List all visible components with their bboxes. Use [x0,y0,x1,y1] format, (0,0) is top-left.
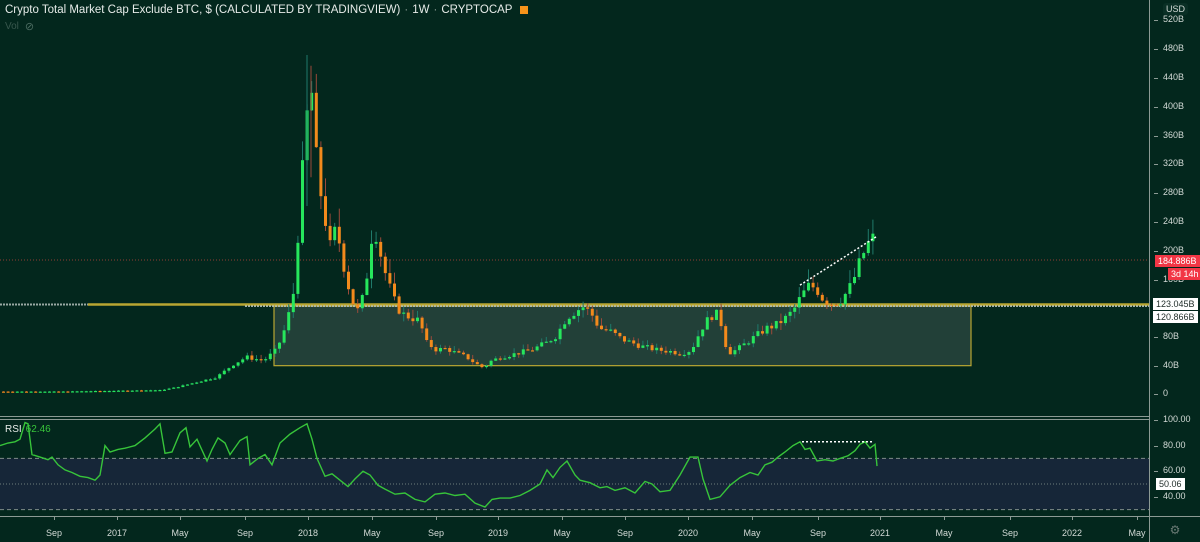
volume-legend[interactable]: Vol ⊘ [5,20,34,33]
candlestick-chart[interactable] [0,0,1149,416]
rsi-chart[interactable] [0,420,1149,516]
price-tick: 520B [1153,14,1185,24]
time-tick [117,517,118,520]
time-tick [752,517,753,520]
time-tick [562,517,563,520]
time-label: Sep [427,528,445,538]
rsi-value: 62.46 [25,424,51,435]
time-label: May [171,528,189,538]
gear-icon[interactable]: ⚙ [1149,516,1200,542]
symbol-description: Crypto Total Market Cap Exclude BTC, $ (… [5,4,401,16]
time-tick [1072,517,1073,520]
time-tick [308,517,309,520]
price-tick: 240B [1153,216,1185,226]
time-tick [1137,517,1138,520]
time-label: 2017 [106,528,128,538]
time-label: May [1128,528,1146,538]
time-label: Sep [616,528,634,538]
time-tick [436,517,437,520]
price-tick: 400B [1153,101,1185,111]
eye-crossed-icon[interactable]: ⊘ [24,21,35,33]
price-tick: 320B [1153,158,1185,168]
time-label: May [743,528,761,538]
rsi-tick: 60.00 [1154,465,1186,476]
currency-label[interactable]: USD [1163,3,1189,15]
time-tick [180,517,181,520]
time-tick [498,517,499,520]
price-tick: 480B [1153,43,1185,53]
time-label: 2018 [297,528,319,538]
flag-icon[interactable] [520,6,529,14]
time-tick [944,517,945,520]
time-label: Sep [45,528,63,538]
time-axis[interactable] [0,516,1149,542]
time-tick [688,517,689,520]
time-label: Sep [1001,528,1019,538]
exchange-label: CRYPTOCAP [441,4,513,16]
price-tick: 280B [1153,187,1185,197]
rsi-pane[interactable] [0,420,1149,516]
rsi-tick: 40.00 [1154,490,1186,501]
time-label: 2022 [1061,528,1083,538]
time-label: 2019 [487,528,509,538]
time-label: May [553,528,571,538]
rsi-name: RSI [5,424,22,435]
time-tick [1010,517,1011,520]
rsi-current-badge: 50.06 [1156,477,1185,490]
time-tick [818,517,819,520]
time-label: Sep [236,528,254,538]
volume-label: Vol [5,21,19,32]
price-tick: 0 [1153,388,1169,398]
time-tick [245,517,246,520]
rsi-tick: 80.00 [1154,439,1186,450]
interval-label[interactable]: 1W [412,4,430,16]
rsi-tick: 100.00 [1154,414,1191,424]
box-top-level-badge: 120.866B [1153,311,1198,323]
price-tick: 200B [1153,245,1185,255]
time-tick [54,517,55,520]
rsi-legend[interactable]: RSI 62.46 [5,424,51,435]
price-pane[interactable] [0,0,1149,416]
time-label: May [935,528,953,538]
time-tick [880,517,881,520]
chart-title: Crypto Total Market Cap Exclude BTC, $ (… [5,4,529,16]
bar-countdown-badge: 3d 14h [1168,268,1200,280]
price-tick: 40B [1153,360,1180,370]
time-label: Sep [809,528,827,538]
pane-separator[interactable] [0,416,1200,420]
time-label: May [363,528,381,538]
time-label: 2020 [677,528,699,538]
time-tick [372,517,373,520]
time-tick [625,517,626,520]
price-tick: 80B [1153,331,1180,341]
current-price-badge: 184.886B [1155,255,1200,267]
time-label: 2021 [869,528,891,538]
support-level-badge: 123.045B [1153,298,1198,310]
price-tick: 360B [1153,130,1185,140]
price-tick: 440B [1153,72,1185,82]
